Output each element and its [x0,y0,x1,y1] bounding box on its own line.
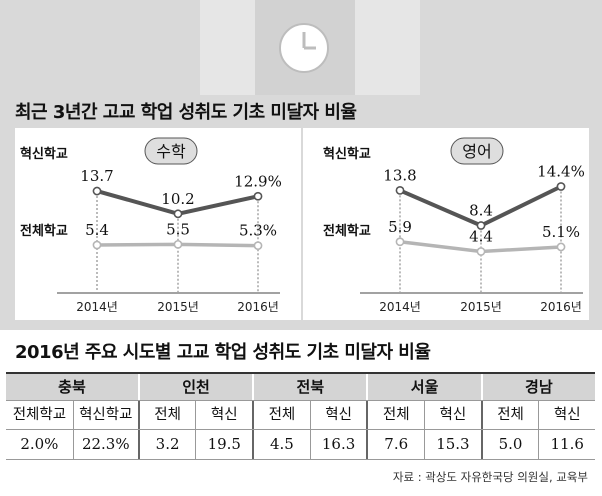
value-cell: 11.6 [538,430,595,459]
data-label: 12.9% [234,172,282,190]
x-tick-label: 2015년 [460,300,502,314]
region-table: 충북 인천 전북 서울 경남 전체학교 혁신학교 전체 혁신 전체 혁신 전체 혁신 전체 혁신 2.0%… [6,372,595,460]
data-label: 5.9 [388,218,412,236]
x-tick-label: 2016년 [237,300,279,314]
table-title: 2016년 주요 시도별 고교 학업 성취도 기초 미달자 비율 [15,342,431,363]
data-point [92,186,102,196]
series-name-label: 전체학교 [323,223,371,239]
chart-card-right [303,128,589,320]
sub-header-cell: 혁신 [424,401,481,429]
data-label: 13.8 [383,166,416,184]
data-label: 4.4 [469,228,493,246]
data-label: 13.7 [80,167,113,185]
series-name-label: 전체학교 [20,223,68,239]
value-cell: 19.5 [195,430,252,459]
region-header: 전북 [252,374,366,400]
value-row: 2.0% 22.3% 3.2 19.5 4.5 16.3 7.6 15.3 5.0 11.6 [6,430,595,460]
series-name-label: 혁신학교 [323,146,371,162]
sub-header-cell: 전체 [137,401,196,429]
sub-header-row: 전체학교 혁신학교 전체 혁신 전체 혁신 전체 혁신 전체 혁신 [6,401,595,430]
region-header: 충북 [58,378,86,396]
data-label: 10.2 [161,190,194,208]
data-point [395,237,405,247]
data-label: 5.4 [85,221,109,239]
data-label: 8.4 [469,202,493,220]
subject-badge-label: 수학 [156,142,186,161]
sub-header-cell: 혁신학교 [72,401,138,429]
value-cell: 2.0% [20,435,59,453]
data-label: 5.5 [166,220,190,238]
series-name-label: 혁신학교 [20,146,68,162]
data-point [556,242,566,252]
value-cell: 16.3 [309,430,367,459]
sub-header-cell: 전체 [480,401,539,429]
subject-badge-label: 영어 [462,142,491,161]
region-header-row: 충북 인천 전북 서울 경남 [6,372,595,401]
sub-header-cell: 전체 [366,401,424,429]
data-point [395,185,405,195]
sub-header-cell: 혁신 [309,401,367,429]
data-point [476,221,486,230]
page-title: 최근 3년간 고교 학업 성취도 기초 미달자 비율 [15,102,357,123]
region-header: 서울 [366,374,480,400]
sub-header-cell: 혁신 [195,401,252,429]
value-cell: 5.0 [480,430,539,459]
x-tick-label: 2014년 [76,300,118,314]
value-cell: 3.2 [137,430,196,459]
value-cell: 4.5 [252,430,310,459]
data-point [556,182,566,191]
data-point [173,209,183,219]
x-tick-label: 2015년 [157,300,199,314]
source-note: 자료 : 곽상도 자유한국당 의원실, 교육부 [392,470,588,484]
data-label: 5.3% [239,222,277,240]
sub-header-cell: 전체학교 [12,407,67,423]
data-point [92,240,102,250]
region-header: 인천 [137,374,252,400]
data-point [253,241,263,251]
subject-badge [450,137,504,165]
subject-badge [144,137,198,165]
data-point [173,239,183,249]
x-tick-label: 2014년 [379,300,421,314]
data-point [253,191,263,201]
sub-header-cell: 혁신 [538,401,595,429]
sub-header-cell: 전체 [252,401,310,429]
value-cell: 15.3 [424,430,481,459]
data-label: 5.1% [542,223,580,241]
clock-icon [279,23,329,73]
region-header: 경남 [480,374,595,400]
charts-svg: 2014년 2015년 2016년 13.7 10.2 12.9% 5.4 5.5 5.3% 혁신… [20,23,585,314]
value-cell: 22.3% [72,430,138,459]
value-cell: 7.6 [366,430,424,459]
data-point [476,247,486,256]
x-tick-label: 2016년 [540,300,582,314]
data-label: 14.4% [537,163,585,181]
